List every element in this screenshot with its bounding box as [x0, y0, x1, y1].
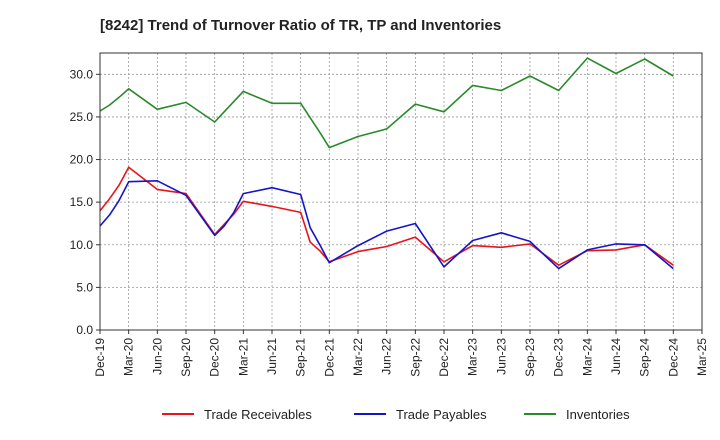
- x-tick-label: Mar-23: [466, 338, 480, 376]
- x-tick-label: Mar-22: [351, 338, 365, 376]
- plot-area-frame: [99, 52, 703, 331]
- x-tick-label: Sep-21: [294, 338, 308, 377]
- x-tick-label: Sep-24: [638, 338, 652, 377]
- x-tick-label: Dec-24: [666, 338, 680, 377]
- chart-title: [8242] Trend of Turnover Ratio of TR, TP…: [100, 17, 501, 34]
- x-axis-ticks: Dec-19 Mar-20 Jun-20 Sep-20 Dec-20 Mar-21 Jun-…: [93, 330, 709, 377]
- x-tick-label: Dec-23: [552, 338, 566, 377]
- x-tick-label: Sep-20: [179, 338, 193, 377]
- y-axis-ticks: 0.0 5.0 10.0 15.0 20.0 25.0 30.0: [70, 67, 100, 337]
- x-tick-label: Sep-23: [523, 338, 537, 377]
- y-tick-label: 20.0: [70, 153, 94, 167]
- y-tick-label: 25.0: [70, 110, 94, 124]
- legend: Trade Receivables Trade Payables Inventori…: [162, 407, 630, 422]
- x-tick-label: Jun-22: [380, 338, 394, 375]
- y-tick-label: 30.0: [70, 67, 94, 81]
- series-line-trade-receivables: [99, 166, 674, 267]
- y-tick-label: 5.0: [76, 280, 93, 294]
- legend-label: Trade Receivables: [204, 407, 312, 422]
- x-tick-label: Mar-24: [580, 338, 594, 376]
- x-tick-label: Dec-22: [437, 338, 451, 377]
- series-line-trade-payables: [99, 180, 674, 270]
- x-tick-label: Mar-20: [122, 338, 136, 376]
- y-tick-label: 10.0: [70, 238, 94, 252]
- y-tick-label: 15.0: [70, 195, 94, 209]
- x-tick-label: Mar-21: [236, 338, 250, 376]
- x-tick-label: Dec-20: [208, 338, 222, 377]
- x-tick-label: Jun-24: [609, 338, 623, 375]
- x-tick-label: Mar-25: [695, 338, 709, 376]
- y-tick-label: 0.0: [76, 323, 93, 337]
- x-tick-label: Dec-21: [322, 338, 336, 377]
- series-lines: [99, 57, 674, 270]
- legend-label: Trade Payables: [396, 407, 487, 422]
- grid: [99, 53, 703, 331]
- x-tick-label: Jun-21: [265, 338, 279, 375]
- series-line-inventories: [99, 57, 674, 149]
- x-tick-label: Sep-22: [408, 338, 422, 377]
- x-tick-label: Jun-20: [150, 338, 164, 375]
- legend-label: Inventories: [566, 407, 630, 422]
- x-tick-label: Jun-23: [494, 338, 508, 375]
- x-tick-label: Dec-19: [93, 338, 107, 377]
